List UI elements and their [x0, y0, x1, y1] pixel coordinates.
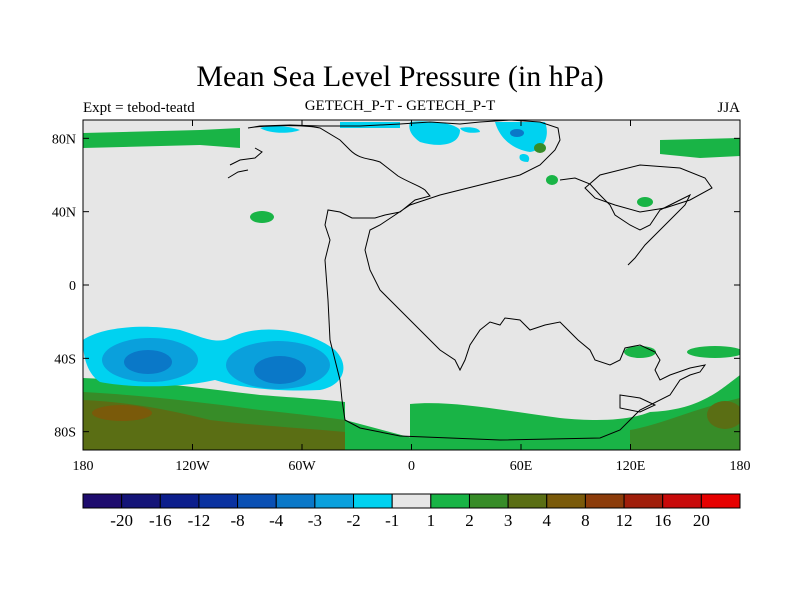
colorbar-swatch	[507, 493, 548, 509]
lat-tick-label: 80N	[52, 132, 76, 147]
experiment-label: Expt = tebod-teatd	[83, 100, 195, 116]
lon-tick-label: 60E	[510, 459, 533, 474]
colorbar-swatch	[353, 493, 393, 509]
colorbar-swatch	[159, 493, 200, 509]
colorbar-swatch	[584, 493, 625, 509]
colorbar-swatch	[275, 493, 316, 509]
colorbar-label: 20	[693, 511, 710, 530]
colorbar-label: 4	[543, 511, 552, 530]
contour-negative-north-arctic	[260, 121, 547, 162]
colorbar-label: -2	[346, 511, 360, 530]
colorbar-label: -16	[149, 511, 172, 530]
colorbar-swatch	[623, 493, 664, 509]
coastline-west-arctic	[227, 147, 263, 179]
colorbar-label: 12	[616, 511, 633, 530]
lat-tick-label: 40S	[54, 352, 76, 367]
contour-positive-patch-2	[687, 346, 740, 358]
lon-tick-label: 60W	[288, 459, 316, 474]
contour-positive-north-small-3	[546, 175, 558, 185]
coastline-island-ne	[584, 164, 713, 213]
coastlines	[227, 120, 713, 441]
colorbar-swatch	[430, 493, 470, 509]
colorbar-label: -12	[188, 511, 211, 530]
contour-positive-north-small-2	[637, 197, 653, 207]
coastline-main-supercontinent	[247, 120, 707, 441]
lon-tick-label: 120W	[175, 459, 210, 474]
lon-tick-label: 180	[73, 459, 94, 474]
colorbar-swatch	[391, 493, 432, 509]
colorbar-swatch	[314, 493, 355, 509]
colorbar-swatch	[546, 493, 586, 509]
colorbar-swatch	[237, 493, 277, 509]
colorbar-label: 16	[654, 511, 671, 530]
contour-positive-north-right	[660, 138, 740, 158]
coastline-south-east-island	[619, 394, 657, 413]
lat-tick-label: 80S	[54, 426, 76, 441]
contour-negative-south-dark-2	[254, 356, 306, 384]
colorbar-label: -4	[269, 511, 284, 530]
dataset-label: GETECH_P-T - GETECH_P-T	[304, 98, 496, 114]
season-label: JJA	[717, 100, 740, 116]
contour-positive-south-east-brown	[707, 401, 740, 429]
contour-positive-south-darkbrown	[92, 405, 152, 421]
colorbar-label: -1	[385, 511, 399, 530]
lon-tick-label: 180	[730, 459, 751, 474]
lon-tick-label: 120E	[616, 459, 646, 474]
contour-positive-north-olive	[534, 143, 546, 153]
colorbar-label: -8	[231, 511, 245, 530]
plot-title: Mean Sea Level Pressure (in hPa)	[196, 60, 604, 93]
colorbar-swatch	[198, 493, 239, 509]
lat-tick-label: 40N	[52, 206, 76, 221]
map-axes: 180 120W 60W 0 60E 120E 180 80N 40N 0 40S 80S	[52, 120, 751, 474]
contour-negative-south-dark-1	[124, 350, 172, 374]
contour-positive-north-left	[83, 128, 240, 148]
colorbar-label: -20	[110, 511, 133, 530]
colorbar-label: 1	[427, 511, 436, 530]
colorbar-label: 8	[581, 511, 590, 530]
contour-positive-patch-1	[624, 346, 656, 358]
contour-fields	[83, 121, 740, 450]
colorbar: -20 -16 -12 -8 -4 -3 -2 -1 1 2 3 4 8 12 16 20	[82, 493, 741, 530]
contour-negative-north-dark	[510, 129, 524, 137]
colorbar-label: 2	[465, 511, 474, 530]
lon-tick-label: 0	[408, 459, 415, 474]
colorbar-swatch	[468, 493, 509, 509]
lat-tick-label: 0	[69, 279, 76, 294]
contour-positive-north-small-1	[250, 211, 274, 223]
colorbar-swatch	[121, 493, 161, 509]
colorbar-swatch	[82, 493, 123, 509]
colorbar-label: 3	[504, 511, 513, 530]
colorbar-swatch	[662, 493, 702, 509]
colorbar-label: -3	[308, 511, 322, 530]
colorbar-swatch	[700, 493, 741, 509]
